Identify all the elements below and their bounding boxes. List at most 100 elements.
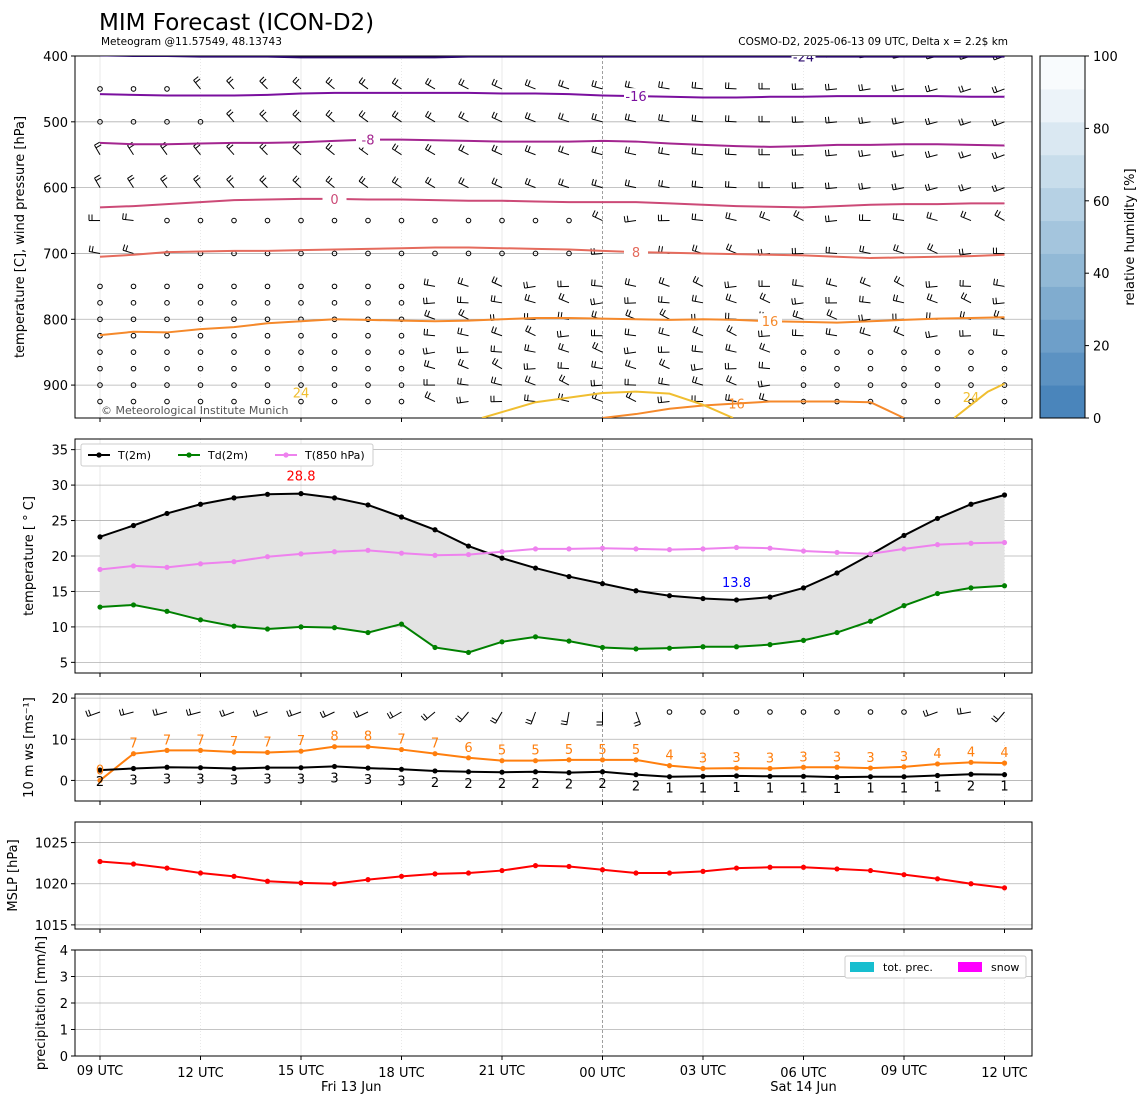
series-point	[800, 585, 807, 591]
wind-barb-staff	[94, 144, 101, 155]
wind-barb-flag	[691, 147, 694, 154]
wind-barb-flag	[491, 276, 495, 283]
wind-barb-staff	[893, 218, 905, 222]
wind-barb-calm	[264, 349, 271, 355]
wind-barb-flag	[960, 292, 965, 299]
wind-barb-staff	[927, 248, 938, 254]
wind-barb-flag	[929, 294, 933, 301]
wind-barb-flag	[152, 709, 155, 716]
wind-barb-staff	[635, 711, 641, 725]
wind-barb-flag	[627, 360, 631, 367]
y-tick-label: 1015	[35, 919, 68, 934]
wind-barb-flag	[491, 717, 498, 722]
wind-barb-staff	[591, 252, 603, 255]
wind-barb-calm	[298, 349, 304, 355]
mean-wind-point	[532, 769, 539, 775]
series-point	[633, 646, 639, 652]
wind-barb-flag	[558, 79, 561, 86]
isotherm-label: -24	[793, 51, 814, 66]
wind-barb-flag	[261, 177, 267, 183]
wind-barb-flag	[591, 178, 594, 185]
wind-barb-staff	[221, 711, 235, 717]
y-tick-label: 20	[51, 550, 68, 565]
series-point	[934, 542, 941, 548]
mean-value-label: 2	[464, 777, 472, 792]
wind-barb-flag	[457, 715, 463, 721]
wind-barb-flag	[527, 80, 531, 87]
series-point	[499, 555, 505, 561]
wind-barb-flag	[658, 276, 662, 283]
wind-barb-flag	[527, 178, 531, 185]
wind-barb-calm	[867, 349, 874, 355]
panel-frame	[74, 55, 1033, 419]
wind-barb-staff	[725, 87, 737, 90]
mean-value-label: 2	[598, 777, 606, 792]
wind-barb-calm	[398, 365, 405, 372]
wind-barb-flag	[391, 77, 396, 84]
wind-barb-calm	[968, 349, 974, 355]
wind-barb-flag	[327, 111, 333, 118]
wind-barb-staff	[491, 116, 503, 123]
wind-barb-staff	[692, 218, 704, 222]
wind-barb-flag	[125, 213, 127, 220]
wind-barb-flag	[458, 111, 462, 118]
wind-barb-calm	[867, 382, 874, 388]
wind-barb-calm	[231, 316, 237, 323]
wind-barb-staff	[692, 350, 704, 353]
wind-barb-staff	[193, 80, 201, 90]
series-point	[365, 547, 371, 553]
wind-barb-staff	[491, 381, 503, 386]
wind-barb-staff	[259, 179, 268, 188]
wind-barb-flag	[558, 292, 562, 299]
mean-value-label: 2	[431, 776, 439, 791]
wind-barb-flag	[386, 713, 391, 719]
wind-barb-flag	[991, 119, 995, 126]
wind-barb-flag	[927, 150, 931, 157]
legend-swatch-marker	[186, 452, 192, 458]
wind-barb-flag	[895, 213, 898, 220]
gust-point	[666, 763, 673, 769]
wind-barb-staff	[825, 252, 838, 254]
wind-barb-flag	[691, 376, 695, 383]
wind-barb-calm	[264, 316, 271, 323]
wind-barb-staff	[591, 85, 603, 90]
wind-barb-flag	[691, 114, 694, 121]
mean-wind-point	[867, 774, 874, 780]
wind-barb-flag	[691, 180, 694, 187]
wind-barb-flag	[524, 79, 528, 86]
wind-barb-staff	[725, 153, 737, 156]
wind-barb-staff	[358, 82, 369, 90]
wind-barb-flag	[759, 210, 763, 217]
isotherm-line	[99, 316, 1005, 337]
wind-barb-flag	[759, 292, 764, 299]
gust-value-label: 5	[565, 743, 573, 758]
wind-barb-calm	[365, 250, 371, 257]
wind-barb-flag	[791, 298, 794, 305]
wind-barb-flag	[824, 84, 827, 91]
wind-barb-flag	[427, 178, 432, 184]
wind-barb-staff	[692, 87, 704, 90]
wind-barb-staff	[558, 117, 570, 123]
wind-barb-staff	[759, 216, 771, 222]
series-point	[398, 514, 405, 520]
wind-barb-staff	[187, 711, 201, 716]
wind-barb-calm	[164, 316, 170, 323]
gust-value-label: 7	[129, 737, 137, 752]
y-tick-label: 35	[51, 444, 68, 459]
wind-barb-calm	[901, 349, 907, 355]
gust-line	[99, 745, 1005, 782]
wind-barb-flag	[894, 150, 897, 157]
isotherm-label-bg	[624, 244, 648, 261]
gust-point	[566, 757, 572, 763]
gust-value-label: 7	[230, 735, 238, 750]
mean-wind-point	[130, 765, 137, 772]
wind-barb-flag	[691, 213, 694, 220]
wind-barb-flag	[924, 184, 928, 191]
wind-barb-staff	[524, 299, 536, 304]
wind-barb-flag	[958, 86, 962, 93]
wind-barb-flag	[956, 708, 959, 715]
wind-barb-flag	[824, 182, 827, 189]
mean-wind-point	[231, 765, 237, 772]
wind-barb-flag	[658, 245, 661, 252]
colorbar-tick-label: 100	[1093, 50, 1118, 65]
